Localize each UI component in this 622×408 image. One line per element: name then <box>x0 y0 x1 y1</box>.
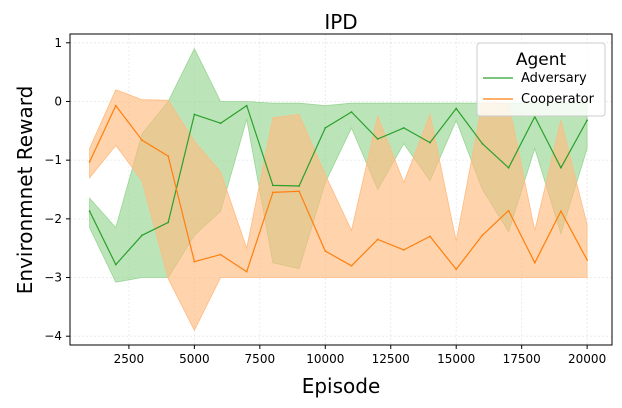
adversary-point <box>586 119 588 122</box>
x-axis-label: Episode <box>302 374 381 398</box>
legend: Agent Adversary Cooperator <box>476 42 606 117</box>
cooperator-point <box>272 191 274 194</box>
y-tick-label: 1 <box>54 36 62 50</box>
y-tick-label: 0 <box>54 94 62 108</box>
y-tick-label: −1 <box>44 153 62 167</box>
adversary-point <box>507 166 510 169</box>
cooperator-point <box>324 250 327 253</box>
adversary-point <box>193 113 196 116</box>
cooperator-point <box>245 270 248 273</box>
x-tick-label: 2500 <box>114 352 145 366</box>
cooperator-point <box>455 268 458 271</box>
cooperator-point <box>402 249 405 251</box>
cooperator-point <box>507 209 510 212</box>
y-axis-label: Environmnet Reward <box>13 86 37 295</box>
cooperator-point <box>533 261 536 264</box>
adversary-point <box>88 210 91 213</box>
confidence-bands <box>89 47 588 332</box>
x-tick-label: 17500 <box>503 352 541 366</box>
adversary-point <box>245 104 248 107</box>
series-lines <box>88 104 588 273</box>
adversary-point <box>481 142 484 145</box>
cooperator-legend-label: Cooperator <box>521 92 595 107</box>
cooperator-point <box>586 259 588 261</box>
adversary-point <box>141 234 143 237</box>
y-tick-label: −3 <box>44 271 62 285</box>
adversary-point <box>324 127 327 129</box>
adversary-point <box>272 184 274 187</box>
cooperator-point <box>167 155 170 158</box>
adversary-band <box>89 47 588 283</box>
adversary-line <box>89 104 588 266</box>
adversary-point <box>402 127 405 129</box>
cooperator-point <box>560 210 562 213</box>
cooperator-band <box>89 89 588 332</box>
x-tick-label: 20000 <box>568 352 606 366</box>
adversary-point <box>114 263 117 266</box>
y-tick-label: −2 <box>44 212 62 226</box>
cooperator-point <box>376 238 379 241</box>
legend-box <box>476 42 606 117</box>
cooperator-point <box>114 104 117 107</box>
cooperator-point <box>88 161 91 163</box>
x-tick-label: 15000 <box>437 352 475 366</box>
x-tick-label: 5000 <box>179 352 210 366</box>
legend-title: Agent <box>516 50 567 70</box>
cooperator-point <box>481 234 484 237</box>
plot-frame <box>69 33 613 346</box>
y-axis-ticks: −4 −3 −2 −1 0 1 <box>44 36 70 343</box>
adversary-point <box>455 107 458 110</box>
legend-items: Adversary Cooperator <box>483 71 595 107</box>
cooperator-point <box>193 260 196 263</box>
cooperator-point <box>429 235 431 238</box>
adversary-point <box>560 166 562 169</box>
x-tick-label: 7500 <box>245 352 276 366</box>
adversary-point <box>429 141 431 144</box>
x-tick-label: 10000 <box>306 352 344 366</box>
adversary-point <box>219 122 222 125</box>
y-tick-label: −4 <box>44 329 62 343</box>
adversary-point <box>298 185 300 187</box>
adversary-point <box>350 111 353 113</box>
adversary-legend-label: Adversary <box>521 71 587 86</box>
cooperator-point <box>350 264 353 267</box>
x-axis-ticks: 2500 5000 7500 10000 12500 15000 17500 20000 <box>114 345 606 366</box>
cooperator-line <box>89 104 588 273</box>
chart-title: IPD <box>324 10 357 34</box>
cooperator-point <box>219 253 222 256</box>
adversary-point <box>167 221 170 224</box>
x-tick-label: 12500 <box>372 352 410 366</box>
cooperator-point <box>298 190 300 193</box>
cooperator-point <box>141 139 143 142</box>
adversary-point <box>376 138 379 140</box>
